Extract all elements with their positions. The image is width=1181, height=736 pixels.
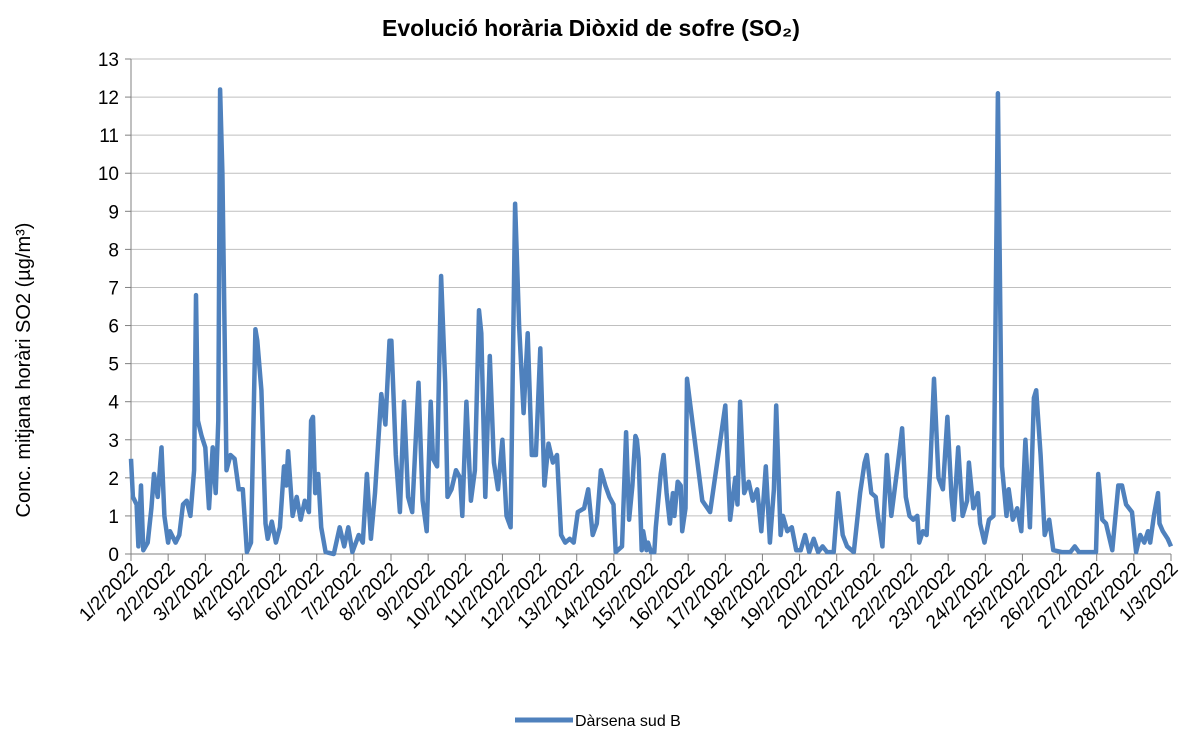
chart-title: Evolució horària Diòxid de sofre (SO₂) (382, 15, 800, 41)
y-tick-label: 12 (98, 88, 119, 109)
y-tick-label: 9 (108, 202, 119, 223)
y-tick-label: 11 (99, 126, 119, 147)
y-tick-label: 2 (108, 469, 119, 490)
y-tick-label: 7 (108, 278, 119, 299)
y-tick-label: 4 (108, 393, 119, 414)
y-tick-label: 5 (108, 355, 119, 376)
y-tick-label: 8 (108, 240, 119, 261)
series-line (128, 87, 1174, 557)
y-tick-label: 13 (98, 50, 119, 71)
y-tick-label: 6 (108, 317, 119, 338)
y-tick-label: 3 (108, 431, 119, 452)
legend-label: Dàrsena sud B (575, 713, 681, 730)
y-axis-label: Conc. mitjana horàri SO2 (µg/m³) (13, 223, 35, 518)
y-tick-label: 1 (108, 507, 119, 528)
y-tick-label: 10 (98, 164, 119, 185)
y-tick-label: 0 (108, 545, 119, 566)
